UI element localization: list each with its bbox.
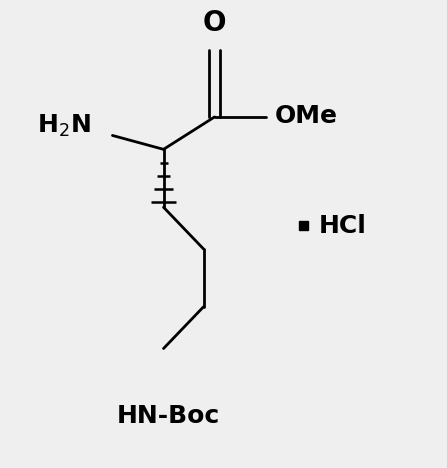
Text: HN-Boc: HN-Boc (117, 404, 220, 428)
Text: O: O (203, 9, 226, 37)
Text: H$_2$N: H$_2$N (37, 113, 91, 139)
Bar (299, 221, 308, 230)
Text: OMe: OMe (274, 103, 337, 127)
Text: HCl: HCl (319, 214, 367, 238)
